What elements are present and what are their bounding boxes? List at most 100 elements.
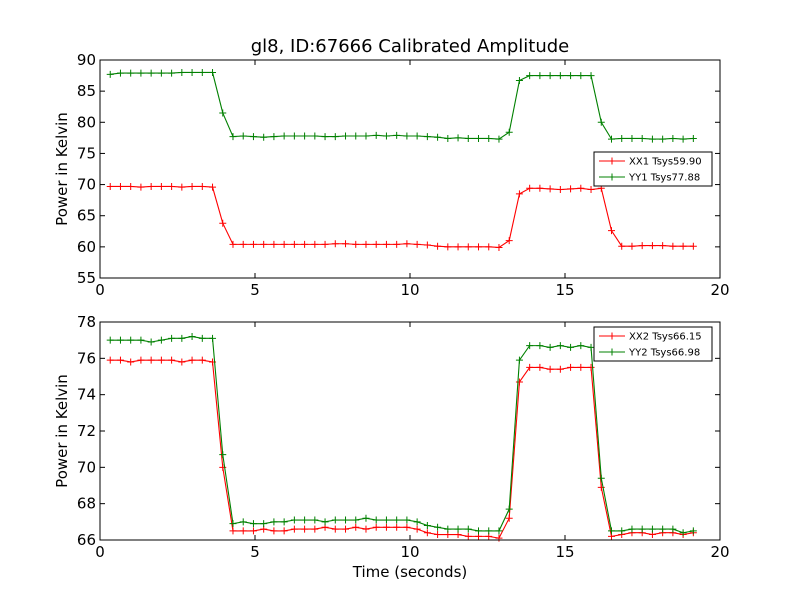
bottom-chart-data-point <box>536 342 544 350</box>
top-chart-data-point <box>505 237 513 245</box>
top-chart-data-point <box>587 186 595 194</box>
top-chart-data-point <box>219 109 227 117</box>
top-chart-data-point <box>577 72 585 80</box>
bottom-chart-data-point <box>168 334 176 342</box>
top-chart-data-point <box>116 182 124 190</box>
bottom-chart-data-point <box>618 527 626 535</box>
bottom-chart-data-point <box>209 334 217 342</box>
bottom-chart-data-point <box>413 525 421 533</box>
bottom-chart-data-point <box>393 516 401 524</box>
bottom-chart-xtick-label: 10 <box>400 543 419 561</box>
top-chart-data-point <box>106 182 114 190</box>
top-chart-data-point <box>526 72 534 80</box>
bottom-chart-data-point <box>536 363 544 371</box>
bottom-chart-data-point <box>127 336 135 344</box>
top-chart-xtick-label: 5 <box>250 281 260 299</box>
top-chart-data-point <box>556 186 564 194</box>
bottom-chart-data-point <box>127 358 135 366</box>
top-chart-data-point <box>382 240 390 248</box>
bottom-chart-data-point <box>280 527 288 535</box>
bottom-chart-data-point <box>577 363 585 371</box>
bottom-chart-ytick-label: 74 <box>77 386 96 404</box>
bottom-chart-data-point <box>342 516 350 524</box>
top-chart-data-point <box>157 182 165 190</box>
top-chart-data-point <box>280 132 288 140</box>
bottom-chart-xlabel: Time (seconds) <box>352 563 468 581</box>
bottom-chart-data-point <box>157 356 165 364</box>
top-chart-data-point <box>423 133 431 141</box>
top-chart-data-point <box>260 133 268 141</box>
bottom-chart-data-point <box>147 338 155 346</box>
bottom-chart-ytick-label: 66 <box>77 531 96 549</box>
top-chart-data-point <box>444 243 452 251</box>
top-chart-ytick-label: 85 <box>77 82 96 100</box>
top-chart-data-point <box>290 240 298 248</box>
top-chart-legend-label: YY1 Tsys77.88 <box>628 173 700 184</box>
bottom-chart-data-point <box>454 525 462 533</box>
top-chart-data-point <box>546 185 554 193</box>
top-chart-data-point <box>178 183 186 191</box>
top-chart-data-point <box>178 68 186 76</box>
bottom-chart-data-point <box>116 356 124 364</box>
top-chart-data-point <box>249 133 257 141</box>
bottom-chart-data-point <box>567 363 575 371</box>
bottom-chart-data-point <box>372 523 380 531</box>
top-chart-series-line <box>110 185 694 249</box>
top-chart-xtick-label: 15 <box>555 281 574 299</box>
top-chart-data-point <box>209 68 217 76</box>
bottom-chart-data-point <box>382 523 390 531</box>
bottom-chart-data-point <box>628 525 636 533</box>
bottom-chart-data-point <box>239 518 247 526</box>
bottom-chart-data-point <box>382 516 390 524</box>
top-chart-data-point <box>577 184 585 192</box>
top-chart-data-point <box>485 243 493 251</box>
bottom-chart-data-point <box>178 334 186 342</box>
bottom-chart-data-point <box>679 529 687 537</box>
top-chart-data-point <box>331 240 339 248</box>
bottom-chart-data-point <box>434 531 442 539</box>
top-chart-data-point <box>505 128 513 136</box>
top-chart-data-point <box>198 182 206 190</box>
bottom-chart-data-point <box>106 336 114 344</box>
bottom-chart-data-point <box>311 516 319 524</box>
bottom-chart-data-point <box>188 356 196 364</box>
top-chart-data-point <box>198 68 206 76</box>
top-chart-data-point <box>485 134 493 142</box>
bottom-chart-data-point <box>403 516 411 524</box>
bottom-chart-data-point <box>526 342 534 350</box>
top-chart-data-point <box>362 240 370 248</box>
top-chart-data-point <box>567 72 575 80</box>
top-chart-data-point <box>689 242 697 250</box>
top-chart-series-1 <box>106 182 697 251</box>
top-chart-legend-marker <box>608 173 616 181</box>
top-chart-data-point <box>157 69 165 77</box>
top-chart-ytick-label: 60 <box>77 238 96 256</box>
top-chart-data-point <box>515 77 523 85</box>
top-chart-ytick-label: 80 <box>77 113 96 131</box>
bottom-chart-frame <box>99 321 721 541</box>
top-chart-data-point <box>628 242 636 250</box>
top-chart-data-point <box>669 242 677 250</box>
top-chart-data-point <box>648 242 656 250</box>
bottom-chart-data-point <box>372 516 380 524</box>
top-chart-data-point <box>464 134 472 142</box>
bottom-chart-data-point <box>137 336 145 344</box>
bottom-chart-data-point <box>362 525 370 533</box>
bottom-chart-data-point <box>188 333 196 341</box>
top-chart: gl8, ID:67666 Calibrated Amplitude Power… <box>53 36 730 299</box>
bottom-chart-data-point <box>526 363 534 371</box>
bottom-chart-legend-marker <box>608 348 616 356</box>
bottom-chart-data-point <box>178 358 186 366</box>
bottom-chart-data-point <box>301 516 309 524</box>
top-chart-legend-marker <box>608 157 616 165</box>
bottom-chart: Power in Kelvin Time (seconds) 0 5 10 15 20 6… <box>53 313 730 581</box>
bottom-chart-series-1 <box>106 356 697 542</box>
top-chart-ytick-label: 55 <box>77 269 96 287</box>
top-chart-data-point <box>280 240 288 248</box>
top-chart-data-point <box>444 134 452 142</box>
top-chart-data-point <box>475 243 483 251</box>
top-chart-data-point <box>270 133 278 141</box>
top-chart-data-point <box>188 68 196 76</box>
top-chart-xtick-label: 20 <box>710 281 729 299</box>
bottom-chart-data-point <box>116 336 124 344</box>
